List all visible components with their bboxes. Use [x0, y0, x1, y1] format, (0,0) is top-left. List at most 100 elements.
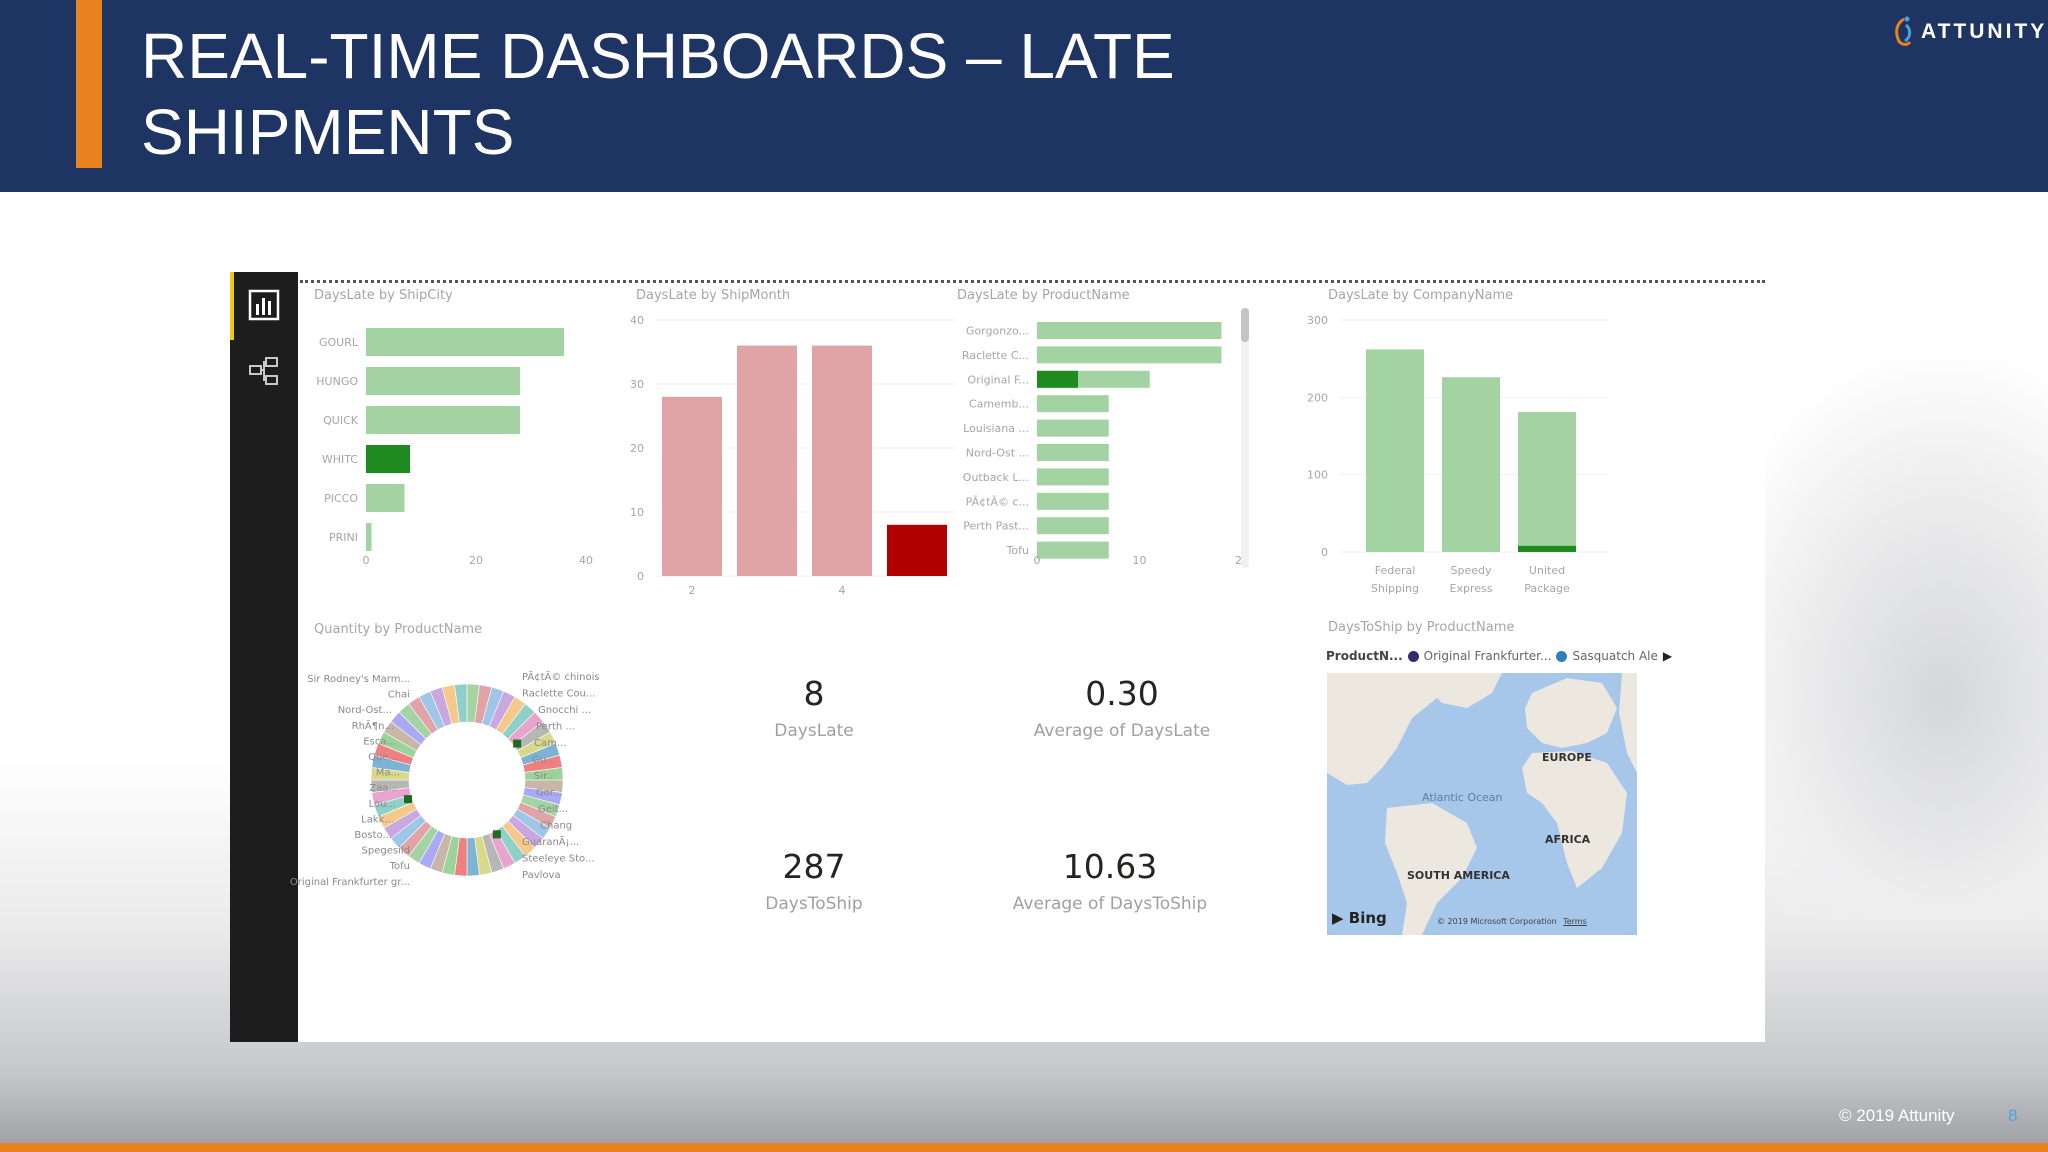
slide-header: REAL-TIME DASHBOARDS – LATE SHIPMENTS AT… — [0, 0, 2048, 192]
slice-label: Raclette Cou... — [522, 689, 595, 700]
kpi-value: 287 — [782, 847, 846, 886]
category-label: Camemb... — [969, 398, 1029, 411]
bar — [1518, 412, 1576, 552]
slice-label: Chang — [540, 821, 572, 832]
bar — [1037, 419, 1109, 437]
slice-label: Original Frankfurter gr... — [290, 877, 410, 888]
category-label: PRINI — [329, 531, 358, 544]
map-region-label: SOUTH AMERICA — [1407, 869, 1510, 882]
y-tick-label: 10 — [630, 506, 644, 519]
slice-label: Steeleye Sto... — [522, 854, 595, 865]
bar — [366, 328, 564, 356]
y-tick-label: 0 — [637, 570, 644, 583]
category-label: Tofu — [1006, 544, 1029, 557]
slice-label: RhÃ¶n... — [352, 719, 394, 732]
x-category-label: Express — [1450, 582, 1493, 595]
category-label: GOURL — [319, 336, 359, 349]
bar — [737, 345, 797, 576]
x-category-label: Federal — [1375, 564, 1416, 577]
kpi-label: DaysLate — [774, 721, 854, 741]
map-terms-link[interactable]: Terms — [1563, 917, 1587, 926]
bar — [662, 396, 722, 576]
chart-title-quantity-by-productname: Quantity by ProductName — [314, 622, 483, 637]
bar — [1037, 492, 1109, 510]
bar-highlight — [1037, 370, 1078, 388]
bing-logo: ▶ Bing — [1332, 909, 1387, 927]
slice-label: Geit... — [538, 804, 568, 815]
y-tick-label: 100 — [1307, 469, 1328, 482]
x-tick-label: 20 — [469, 554, 483, 567]
map-legend-item[interactable]: Original Frankfurter... — [1423, 649, 1552, 663]
category-label: Original F... — [967, 373, 1029, 386]
slide-title-line-1: REAL-TIME DASHBOARDS – LATE — [141, 20, 1175, 92]
world-map-land — [1327, 673, 1637, 935]
slice-label: Sir... — [534, 771, 556, 782]
bar-highlight — [1518, 545, 1576, 552]
chart-title-dayslate-by-shipmonth: DaysLate by ShipMonth — [636, 288, 791, 303]
slice-label: Spegesild — [362, 846, 410, 857]
map-region-label: EUROPE — [1542, 751, 1592, 764]
legend-dot — [1556, 650, 1568, 662]
map-copyright: © 2019 Microsoft Corporation Terms — [1437, 917, 1587, 926]
brand-logo: ATTUNITY — [1893, 12, 2047, 52]
kpi-label: Average of DaysToShip — [1012, 894, 1208, 914]
donut-highlight — [404, 795, 413, 804]
x-tick-label: 40 — [579, 554, 593, 567]
x-category-label: Speedy — [1451, 564, 1492, 577]
y-tick-label: 0 — [1321, 546, 1328, 559]
slice-label: Lou... — [369, 799, 396, 810]
slice-label: Pavlova — [522, 870, 561, 881]
category-label: QUICK — [323, 414, 359, 427]
kpi-card-daystoship: 287 DaysToShip — [684, 847, 944, 914]
y-tick-label: 20 — [630, 442, 644, 455]
y-tick-label: 200 — [1307, 391, 1328, 404]
scrollbar-thumb — [1241, 308, 1249, 342]
category-label: HUNGO — [316, 375, 358, 388]
donut-highlight — [492, 830, 501, 839]
kpi-value: 10.63 — [1062, 847, 1158, 886]
slice-label: Tofu — [389, 861, 410, 872]
map-title: DaysToShip by ProductName — [1328, 620, 1515, 635]
bar — [366, 406, 520, 434]
kpi-card-average-daystoship: 10.63 Average of DaysToShip — [980, 847, 1240, 914]
x-category-label: United — [1529, 564, 1565, 577]
chart-dayslate-by-productname: Gorgonzo... Raclette C... Original F... Cam… — [962, 308, 1249, 568]
kpi-value: 8 — [803, 674, 825, 713]
slice-label: Ma... — [376, 768, 400, 779]
legend-next-arrow-icon[interactable]: ▶ — [1662, 649, 1673, 663]
kpi-card-average-dayslate: 0.30 Average of DaysLate — [992, 674, 1252, 741]
x-tick-label: 2 — [689, 584, 696, 597]
chart-title-dayslate-by-shipcity: DaysLate by ShipCity — [314, 288, 453, 303]
map-view[interactable]: Atlantic Ocean EUROPE AFRICA SOUTH AMERI… — [1327, 673, 1637, 935]
slice-label: Nord-Ost... — [338, 705, 392, 716]
kpi-label: DaysToShip — [765, 894, 863, 914]
category-label: PÃ¢tÃ© c... — [966, 495, 1029, 508]
bar — [366, 523, 372, 551]
nav-active-indicator — [230, 272, 234, 340]
y-tick-label: 30 — [630, 378, 644, 391]
data-model-icon[interactable] — [247, 354, 281, 388]
slice-label: Zaa... — [369, 783, 398, 794]
map-legend-item[interactable]: Sasquatch Ale — [1572, 649, 1658, 663]
header-accent-bar — [76, 0, 102, 168]
map-copyright-text: © 2019 Microsoft Corporation — [1437, 917, 1557, 926]
category-label: PICCO — [324, 492, 358, 505]
slice-label: Gnocchi ... — [538, 705, 591, 716]
donut-slice — [454, 683, 468, 723]
bar — [1037, 517, 1109, 535]
category-label: Perth Past... — [963, 520, 1029, 533]
kpi-value: 0.30 — [1085, 674, 1159, 713]
slice-label: Lakk... — [361, 814, 394, 825]
x-category-label: Shipping — [1371, 582, 1419, 595]
slice-label: Perth ... — [536, 722, 575, 733]
dashboard-top-border — [300, 280, 1765, 283]
bing-icon: ▶ — [1332, 909, 1344, 927]
slide-title: REAL-TIME DASHBOARDS – LATE SHIPMENTS — [141, 18, 1441, 170]
slide-title-line-2: SHIPMENTS — [141, 96, 515, 168]
report-icon[interactable] — [247, 288, 281, 322]
chart-quantity-by-productname: Sir Rodney's Marm... Chai Nord-Ost... RhÃ¶n… — [290, 670, 600, 888]
x-category-label: Package — [1524, 582, 1570, 595]
chart-dayslate-by-shipmonth: 0 10 20 30 40 2 4 — [630, 314, 956, 597]
bar — [812, 345, 872, 576]
bar — [1442, 377, 1500, 552]
